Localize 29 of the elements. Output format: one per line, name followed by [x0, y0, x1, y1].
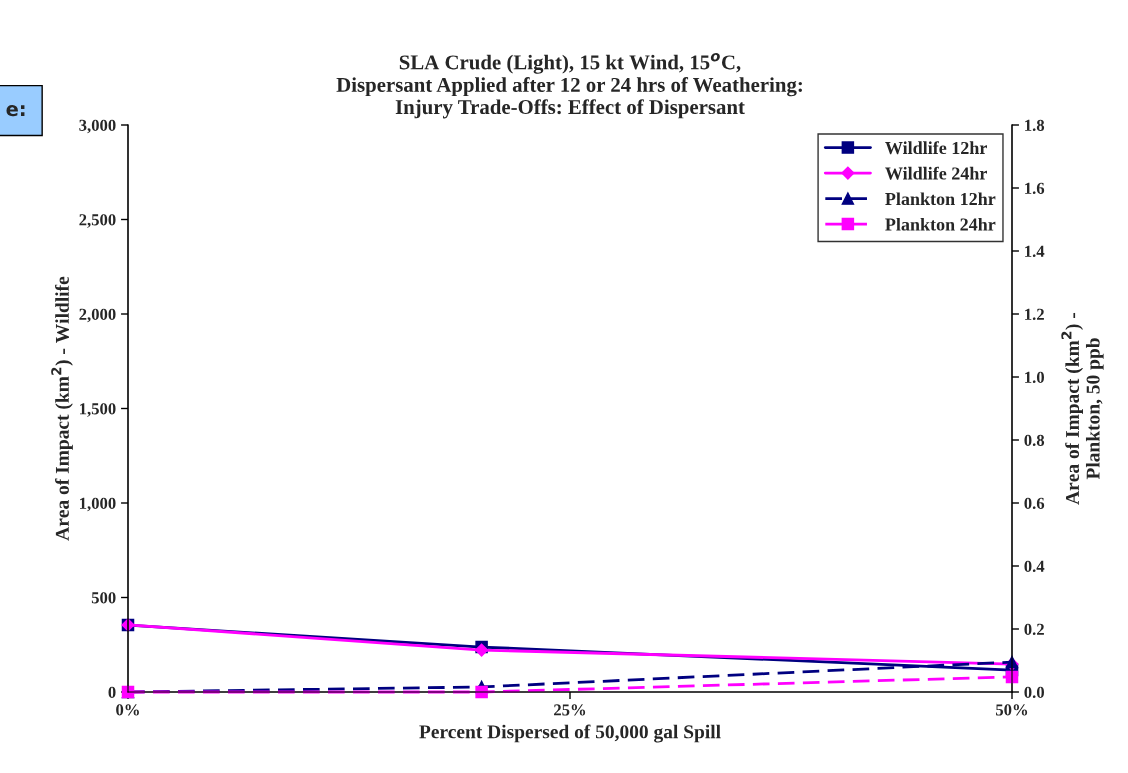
y-tick-label: 1,500: [80, 403, 116, 417]
x-tick-label: 25%: [554, 704, 586, 716]
chart-title: SLA Crude (Light), 15 kt Wind, 15$^{o}$C, Dispersant Applied after 12 or 24 hrs of Weathering: Injury Trade-Offs: Effect of Dispersant: [336, 53, 802, 119]
x-axis-title: Percent Dispersed of 50,000 gal Spill: [419, 724, 721, 743]
x-tick-label: 50%: [996, 704, 1028, 716]
y-tick-label: 500: [91, 592, 116, 604]
y2-axis-title: Area of Impact (km$^{2}$) - Plankton, 50 ppb: [1061, 312, 1104, 505]
text: e:: [6, 105, 25, 117]
legend-label: Wildlife 24hr: [885, 166, 987, 180]
y-tick-label: 1,000: [80, 497, 116, 512]
y2-tick-label: 1.6: [1025, 182, 1045, 195]
legend-label: Plankton 12hr: [885, 192, 996, 206]
x-tick-label: 0%: [116, 704, 139, 716]
y2-tick-label: 0.0: [1024, 686, 1044, 699]
legend-label: Plankton 24hr: [885, 217, 996, 231]
y-tick-label: 2,500: [79, 214, 116, 228]
y2-tick-label: 1.0: [1025, 371, 1044, 384]
y2-tick-label: 0.8: [1024, 434, 1045, 447]
y2-tick-label: 0.6: [1024, 497, 1045, 510]
y-tick-label: 0: [108, 686, 116, 698]
y-tick-label: 3,000: [79, 119, 116, 134]
y2-tick-label: 0.4: [1024, 560, 1045, 573]
y-tick-label: 2,000: [79, 308, 116, 323]
y2-tick-label: 0.2: [1024, 623, 1044, 636]
legend-label: Wildlife 12hr: [885, 141, 987, 155]
y2-tick-label: 1.4: [1025, 245, 1045, 258]
y-axis-title: Area of Impact (km$^{2}$) - Wildlife: [51, 276, 73, 541]
y2-tick-label: 1.2: [1025, 308, 1044, 321]
y2-tick-label: 1.8: [1025, 119, 1045, 132]
